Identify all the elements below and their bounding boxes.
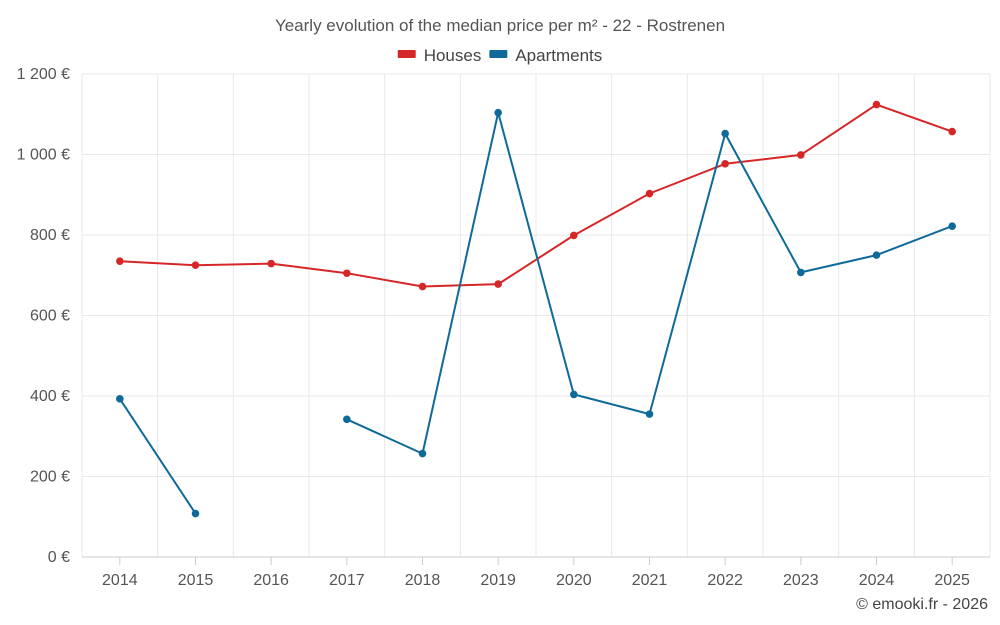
apartments-point-2023	[797, 268, 805, 277]
x-tick-label: 2025	[934, 572, 970, 589]
y-tick-label: 1 200 €	[17, 66, 70, 83]
houses-point-2018	[418, 282, 427, 291]
houses-point-2024	[872, 100, 881, 109]
legend-swatch	[489, 50, 508, 58]
apartments-point-2015	[191, 509, 200, 518]
houses-point-2015	[191, 261, 200, 269]
x-tick-label: 2014	[102, 572, 138, 589]
houses-point-2023	[797, 151, 805, 159]
houses-point-2021	[645, 189, 654, 198]
apartments-series-line	[118, 397, 197, 515]
chart-title: Yearly evolution of the median price per…	[275, 16, 725, 35]
y-tick-label: 0 €	[48, 549, 70, 566]
legend-label: Houses	[424, 46, 482, 65]
apartments-point-2024	[872, 251, 881, 259]
houses-point-2016	[267, 259, 275, 268]
apartments-point-2017	[343, 415, 351, 424]
apartments-point-2014	[116, 395, 124, 403]
legend-label: Apartments	[515, 46, 602, 65]
houses-point-2022	[721, 159, 729, 168]
x-tick-label: 2015	[178, 572, 214, 589]
x-tick-label: 2018	[405, 572, 441, 589]
apartments-point-2019	[494, 108, 502, 117]
y-tick-label: 800 €	[30, 227, 70, 244]
houses-point-2014	[116, 257, 124, 265]
legend-swatch	[397, 50, 416, 58]
y-tick-label: 1 000 €	[17, 147, 70, 164]
apartments-point-2025	[948, 222, 956, 230]
x-tick-label: 2017	[329, 572, 365, 589]
apartments-point-2020	[570, 390, 578, 399]
x-tick-label: 2016	[253, 572, 289, 589]
x-tick-label: 2024	[859, 572, 895, 589]
x-tick-label: 2019	[480, 572, 516, 589]
axes: 0 € 200 € 400 € 600 € 800 € 1 000 € 1 200 € 201…	[17, 66, 990, 589]
grid	[81, 73, 991, 557]
credit-text: © emooki.fr - 2026	[856, 596, 988, 613]
houses-series-line	[118, 103, 954, 288]
x-tick-label: 2020	[556, 572, 592, 589]
apartments-series-line	[345, 111, 954, 455]
x-tick-label: 2022	[707, 572, 743, 589]
houses-point-2019	[494, 280, 502, 288]
series-layer	[116, 100, 956, 518]
y-tick-label: 400 €	[30, 388, 70, 405]
apartments-point-2022	[721, 129, 729, 138]
houses-point-2020	[570, 231, 578, 240]
y-tick-label: 600 €	[30, 308, 70, 325]
x-tick-label: 2021	[632, 572, 668, 589]
y-tick-label: 200 €	[30, 469, 70, 486]
x-tick-label: 2023	[783, 572, 819, 589]
legend: Houses Apartments	[397, 46, 602, 65]
houses-point-2017	[343, 269, 351, 278]
legend-item-apartments[interactable]: Apartments	[489, 46, 602, 65]
apartments-point-2018	[418, 449, 427, 458]
apartments-point-2021	[645, 410, 654, 418]
legend-item-houses[interactable]: Houses	[397, 46, 482, 65]
houses-point-2025	[948, 127, 956, 136]
